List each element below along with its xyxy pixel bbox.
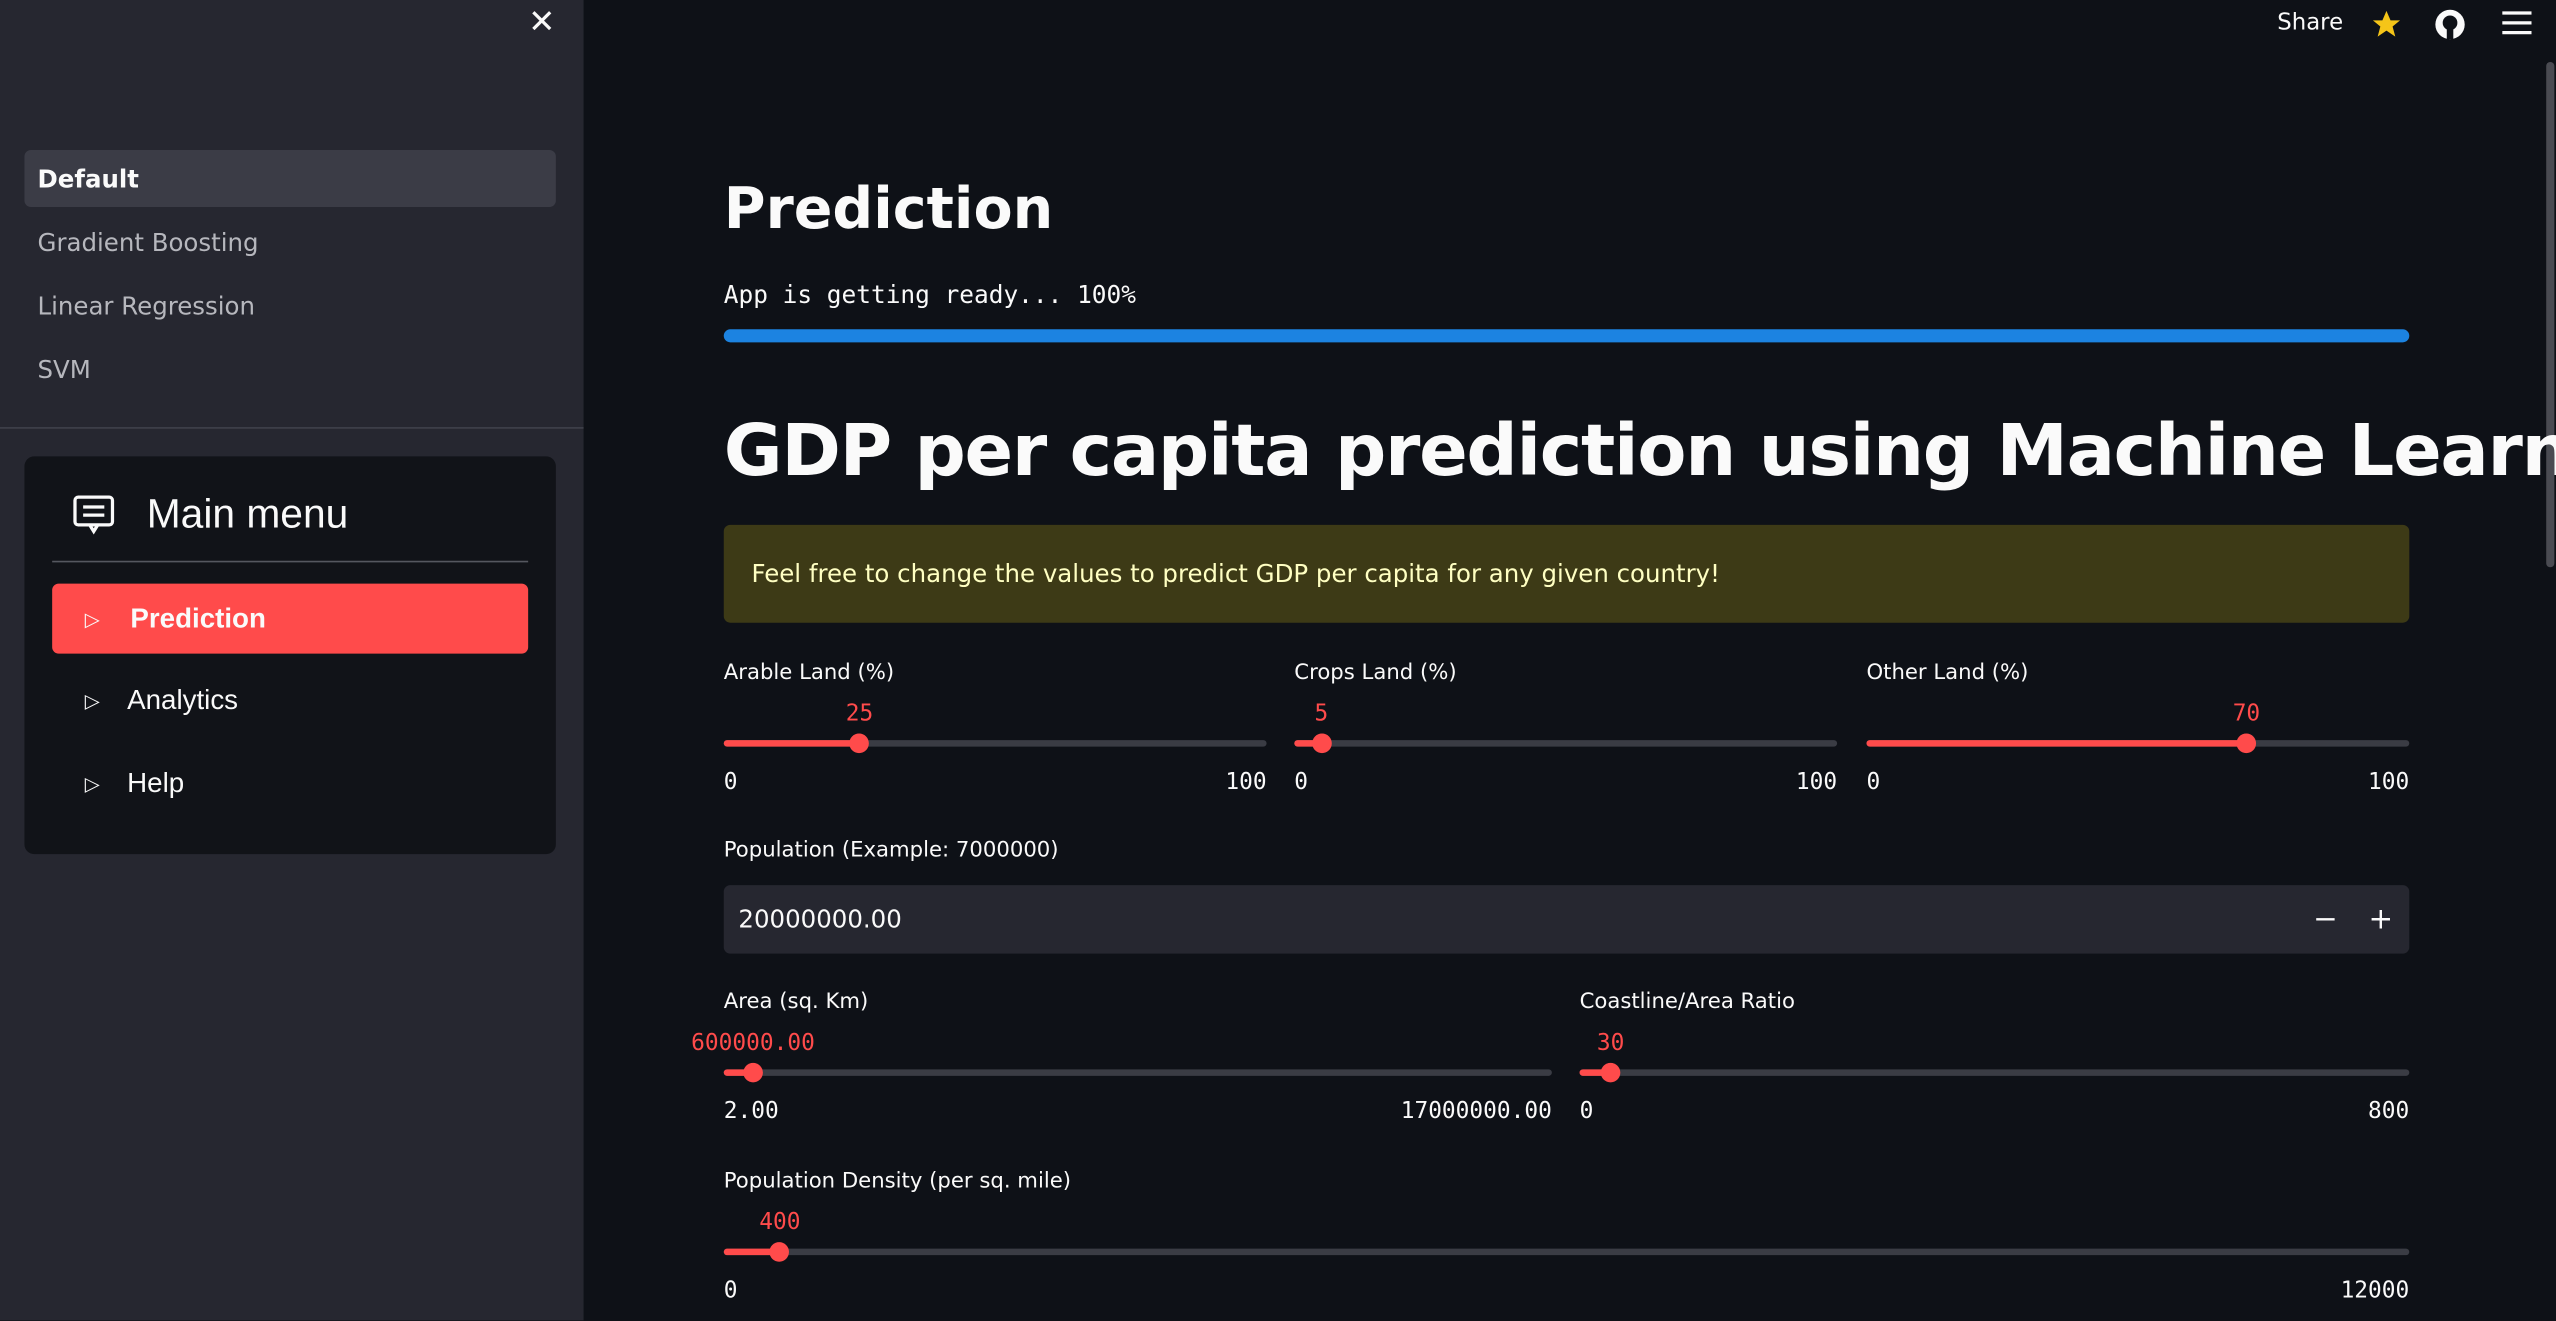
page-highlight [24,149,556,208]
sidebar-page[interactable]: SVM [37,355,91,385]
info-text: Feel free to change the values to predic… [751,559,1720,589]
slider-max: 800 [2368,1098,2410,1125]
slider-track [723,1069,1552,1076]
slider-fill [723,740,860,747]
slider-min: 0 [1294,769,1309,796]
slider-track [1579,1069,2410,1076]
slider-fill [723,1069,753,1076]
slider-min: 2.00 [723,1098,779,1125]
slider-thumb[interactable] [1600,1062,1621,1083]
menu-icon [73,495,115,535]
slider-min: 0 [723,769,738,796]
slider-max: 100 [1225,769,1267,796]
slider-max: 100 [2368,769,2410,796]
share-button[interactable]: Share [2277,9,2344,36]
slider-value: 600000.00 [691,1030,815,1057]
menu-active [52,583,529,654]
close-button[interactable]: ✕ [528,1,556,41]
slider-max: 100 [1795,769,1838,796]
slider-value: 5 [1314,700,1329,728]
slider-value: 25 [845,700,874,728]
slider-min: 0 [1866,769,1881,796]
menu-item-icon: ▷ [84,689,100,713]
slider-label: Population Density (per sq. mile) [723,1169,1072,1195]
menu-title: Main menu [146,491,349,538]
slider-track [1294,740,1838,747]
sidebar-page[interactable]: Linear Regression [37,291,256,322]
slider-max: 17000000.00 [1400,1098,1552,1125]
input-value: 20000000.00 [738,904,902,935]
slider-value: 70 [2232,700,2261,728]
sidebar-page[interactable]: Gradient Boosting [37,228,259,258]
slider-thumb[interactable] [770,1242,790,1262]
slider-track [723,740,1267,747]
menu-item-icon: ▷ [84,608,100,631]
slider-fill [1866,740,2247,747]
slider-fill [1579,1069,1611,1076]
slider-max: 12000 [2340,1277,2410,1305]
progress-bar [723,329,2410,343]
slider-min: 0 [1579,1098,1594,1125]
decrement-button[interactable]: − [2313,902,2338,937]
slider-thumb[interactable] [743,1062,763,1083]
progress-text: App is getting ready... 100% [723,280,1136,310]
menu-item[interactable]: Prediction [130,603,266,635]
info-box [723,524,2410,623]
menu-divider [52,560,529,563]
star-icon[interactable] [2370,8,2403,41]
slider-min: 0 [723,1277,738,1305]
menu-item[interactable]: Analytics [127,684,239,716]
menu-hamburger[interactable] [2502,10,2532,36]
slider-fill [1294,740,1322,747]
slider-thumb[interactable] [2236,733,2257,754]
slider-label: Coastline/Area Ratio [1579,990,1795,1015]
input-label: Population (Example: 7000000) [723,838,1059,864]
slider-value: 30 [1596,1030,1625,1057]
slider-label: Area (sq. Km) [723,990,869,1015]
slider-thumb[interactable] [1311,733,1332,754]
slider-label: Crops Land (%) [1294,661,1457,686]
slider-fill [723,1248,780,1256]
github-icon[interactable] [2434,8,2467,41]
slider-label: Other Land (%) [1866,661,2029,686]
slider-value: 400 [759,1209,801,1236]
slider-label: Arable Land (%) [723,661,895,686]
page-title: Prediction [723,177,1054,243]
sidebar-page[interactable]: Default [37,164,139,194]
slider-thumb[interactable] [849,733,870,754]
scrollbar [2546,61,2555,568]
slider-track [723,1248,2410,1256]
increment-button[interactable]: + [2368,902,2394,937]
menu-item[interactable]: Help [127,767,185,799]
menu-item-icon: ▷ [84,772,100,796]
heading: GDP per capita prediction using Machine … [723,409,2556,494]
divider [0,427,584,429]
number-input[interactable] [723,885,2410,954]
